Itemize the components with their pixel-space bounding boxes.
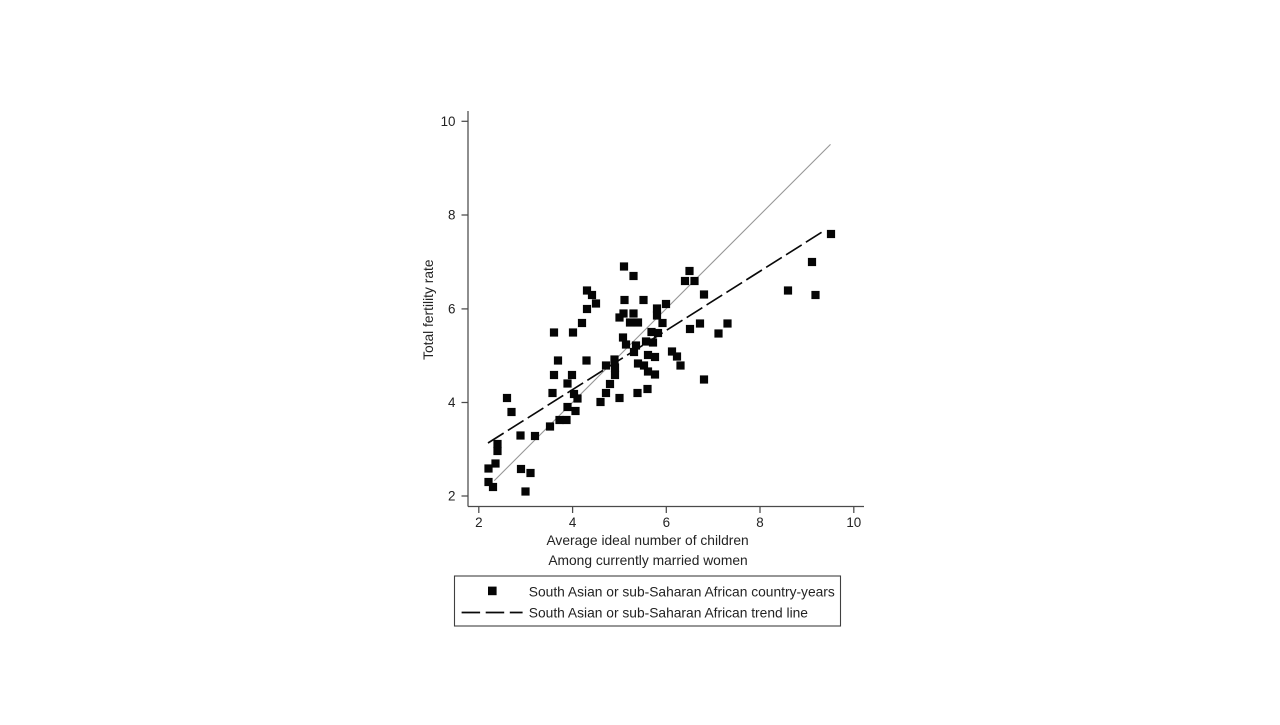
svg-text:2: 2 [475,515,482,530]
svg-text:2: 2 [448,489,455,504]
svg-text:South Asian or sub-Saharan Afr: South Asian or sub-Saharan African count… [529,585,835,600]
svg-text:8: 8 [756,515,763,530]
svg-text:4: 4 [448,395,456,410]
svg-text:4: 4 [569,515,577,530]
svg-text:10: 10 [441,114,456,129]
svg-text:South Asian or sub-Saharan Afr: South Asian or sub-Saharan African trend… [529,606,809,621]
svg-text:6: 6 [448,302,455,317]
svg-text:8: 8 [448,208,455,223]
svg-text:6: 6 [663,515,670,530]
svg-text:10: 10 [846,515,861,530]
svg-text:Total fertility rate: Total fertility rate [421,259,436,360]
svg-text:Average ideal number of childr: Average ideal number of children [546,533,748,548]
svg-text:Among currently married women: Among currently married women [548,553,747,568]
